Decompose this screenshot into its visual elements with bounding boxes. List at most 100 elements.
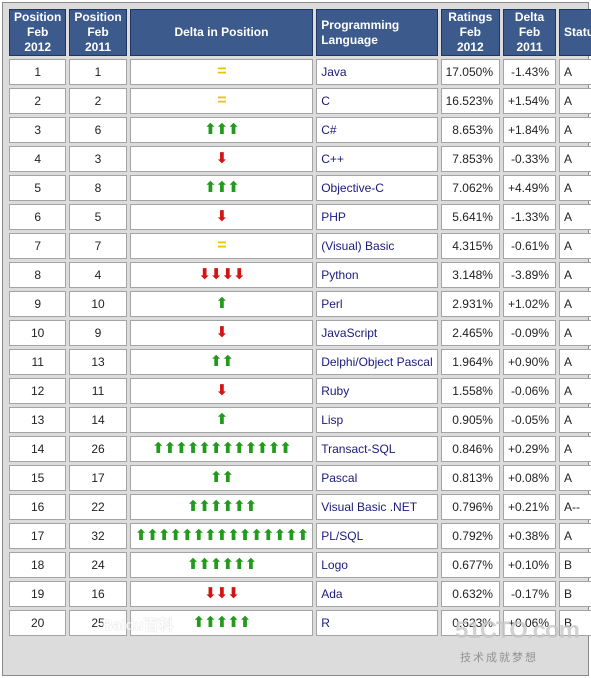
- up-arrow-icon: ⬆⬆⬆⬆⬆: [192, 614, 252, 631]
- position-2012-cell: 17: [9, 523, 67, 549]
- position-2011-cell: 4: [69, 262, 127, 288]
- delta-position-cell: ⬆⬆⬆: [129, 175, 314, 201]
- site-slogan-watermark: 技术成就梦想: [460, 652, 538, 664]
- status-cell: A: [559, 117, 591, 143]
- header-position-2012: Position Feb 2012: [9, 9, 67, 56]
- language-cell: Logo: [316, 552, 438, 578]
- delta-position-cell: ⬆⬆⬆⬆⬆: [129, 610, 314, 636]
- language-cell: Ada: [316, 581, 438, 607]
- ratings-cell: 17.050%: [440, 59, 500, 85]
- position-2011-cell: 9: [69, 320, 127, 346]
- language-cell: Transact-SQL: [316, 436, 438, 462]
- table-row: 15 17 ⬆⬆ Pascal 0.813% +0.08% A: [9, 465, 591, 491]
- position-2012-cell: 2: [9, 88, 67, 114]
- down-arrow-icon: ⬇: [215, 208, 229, 225]
- language-cell: Visual Basic .NET: [316, 494, 438, 520]
- table-row: 19 16 ⬇⬇⬇ Ada 0.632% -0.17% B: [9, 581, 591, 607]
- table-row: 14 26 ⬆⬆⬆⬆⬆⬆⬆⬆⬆⬆⬆⬆ Transact-SQL 0.846% +0.29%…: [9, 436, 591, 462]
- position-2011-cell: 32: [69, 523, 127, 549]
- status-cell: A: [559, 436, 591, 462]
- status-cell: A: [559, 262, 591, 288]
- language-cell: Delphi/Object Pascal: [316, 349, 438, 375]
- delta-position-cell: ⬆⬆⬆⬆⬆⬆⬆⬆⬆⬆⬆⬆: [129, 436, 314, 462]
- position-2011-cell: 8: [69, 175, 127, 201]
- position-2012-cell: 16: [9, 494, 67, 520]
- delta-position-cell: ⬆⬆⬆⬆⬆⬆: [129, 494, 314, 520]
- up-arrow-icon: ⬆⬆⬆⬆⬆⬆: [186, 498, 257, 515]
- delta-ratings-cell: -1.43%: [502, 59, 557, 85]
- status-cell: A: [559, 59, 591, 85]
- status-cell: A: [559, 320, 591, 346]
- down-arrow-icon: ⬇: [215, 382, 229, 399]
- delta-position-cell: ⬆⬆: [129, 465, 314, 491]
- ratings-cell: 1.558%: [440, 378, 500, 404]
- position-2011-cell: 14: [69, 407, 127, 433]
- ratings-cell: 7.062%: [440, 175, 500, 201]
- header-ratings: Ratings Feb 2012: [440, 9, 500, 56]
- position-2011-cell: 7: [69, 233, 127, 259]
- delta-ratings-cell: -0.61%: [502, 233, 557, 259]
- position-2012-cell: 20: [9, 610, 67, 636]
- ratings-cell: 4.315%: [440, 233, 500, 259]
- status-cell: A: [559, 291, 591, 317]
- status-cell: A: [559, 407, 591, 433]
- delta-ratings-cell: -0.06%: [502, 378, 557, 404]
- ratings-cell: 16.523%: [440, 88, 500, 114]
- position-2012-cell: 7: [9, 233, 67, 259]
- status-cell: A: [559, 233, 591, 259]
- ratings-cell: 0.796%: [440, 494, 500, 520]
- position-2011-cell: 24: [69, 552, 127, 578]
- language-cell: Objective-C: [316, 175, 438, 201]
- status-cell: A: [559, 349, 591, 375]
- status-cell: B: [559, 610, 591, 636]
- delta-position-cell: ⬇⬇⬇⬇: [129, 262, 314, 288]
- language-cell: Java: [316, 59, 438, 85]
- delta-position-cell: =: [129, 233, 314, 259]
- table-row: 11 13 ⬆⬆ Delphi/Object Pascal 1.964% +0.90% A: [9, 349, 591, 375]
- language-cell: Perl: [316, 291, 438, 317]
- table-row: 5 8 ⬆⬆⬆ Objective-C 7.062% +4.49% A: [9, 175, 591, 201]
- table-row: 8 4 ⬇⬇⬇⬇ Python 3.148% -3.89% A: [9, 262, 591, 288]
- delta-ratings-cell: +1.84%: [502, 117, 557, 143]
- header-delta-position: Delta in Position: [129, 9, 314, 56]
- position-2011-cell: 5: [69, 204, 127, 230]
- language-cell: C++: [316, 146, 438, 172]
- position-2012-cell: 11: [9, 349, 67, 375]
- ratings-cell: 7.853%: [440, 146, 500, 172]
- up-arrow-icon: ⬆⬆: [209, 469, 234, 486]
- header-language: Programming Language: [316, 9, 438, 56]
- down-arrow-icon: ⬇⬇⬇⬇: [198, 266, 245, 283]
- position-2012-cell: 18: [9, 552, 67, 578]
- position-2012-cell: 4: [9, 146, 67, 172]
- delta-ratings-cell: -0.09%: [502, 320, 557, 346]
- ratings-cell: 2.465%: [440, 320, 500, 346]
- position-2011-cell: 1: [69, 59, 127, 85]
- position-2011-cell: 11: [69, 378, 127, 404]
- table-row: 9 10 ⬆ Perl 2.931% +1.02% A: [9, 291, 591, 317]
- status-cell: A--: [559, 494, 591, 520]
- status-cell: A: [559, 523, 591, 549]
- position-2012-cell: 9: [9, 291, 67, 317]
- position-2011-cell: 3: [69, 146, 127, 172]
- table-row: 17 32 ⬆⬆⬆⬆⬆⬆⬆⬆⬆⬆⬆⬆⬆⬆⬆ PL/SQL 0.792% +0.38% A: [9, 523, 591, 549]
- table-row: 1 1 = Java 17.050% -1.43% A: [9, 59, 591, 85]
- header-position-2011: Position Feb 2011: [69, 9, 127, 56]
- status-cell: A: [559, 175, 591, 201]
- header-status: Status: [559, 9, 591, 56]
- ratings-cell: 0.846%: [440, 436, 500, 462]
- ratings-cell: 0.677%: [440, 552, 500, 578]
- status-cell: A: [559, 204, 591, 230]
- ratings-cell: 3.148%: [440, 262, 500, 288]
- language-cell: C#: [316, 117, 438, 143]
- baidu-watermark: Baidu百科: [102, 617, 174, 634]
- delta-position-cell: ⬇: [129, 378, 314, 404]
- status-cell: A: [559, 88, 591, 114]
- delta-ratings-cell: +0.38%: [502, 523, 557, 549]
- delta-position-cell: ⬆⬆: [129, 349, 314, 375]
- ratings-cell: 0.632%: [440, 581, 500, 607]
- down-arrow-icon: ⬇: [215, 150, 229, 167]
- position-2012-cell: 14: [9, 436, 67, 462]
- status-cell: A: [559, 378, 591, 404]
- ratings-cell: 2.931%: [440, 291, 500, 317]
